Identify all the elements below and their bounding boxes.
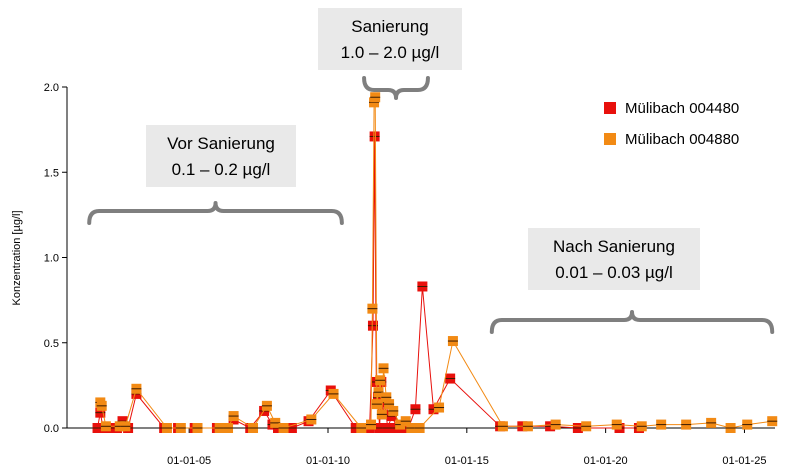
annotation-title: Nach Sanierung [553,237,675,256]
y-tick-label: 0.0 [44,423,59,435]
annotation-brace [362,76,430,100]
annotations-layer: Vor Sanierung 0.1 – 0.2 µg/l Sanierung 1.0 … [87,8,775,334]
x-tick-label: 01-01-25 [722,455,766,467]
annotation-title: Sanierung [351,17,429,36]
x-tick-label: 01-01-15 [445,455,489,467]
legend-swatch-004480 [604,102,616,114]
series-layer [92,92,778,433]
annotation-box [318,8,462,70]
x-ticks: 01-01-05 01-01-10 01-01-15 01-01-20 01-01-25 [167,428,766,467]
annotation-brace [87,201,344,225]
annotation-brace [489,310,775,334]
y-tick-label: 0.5 [44,338,59,350]
plot-area: 0.0 0.5 1.0 1.5 2.0 01-01-05 01-01-10 01-01-15… [11,8,778,467]
annotation-2: Sanierung 1.0 – 2.0 µg/l [318,8,462,100]
annotation-box [528,228,700,290]
annotation-title: Vor Sanierung [167,134,275,153]
legend-label-004880: Mülibach 004880 [625,131,739,148]
y-axis-label: Konzentration [µg/l] [11,210,23,305]
legend-swatch-004880 [604,133,616,145]
annotation-1: Vor Sanierung 0.1 – 0.2 µg/l [87,125,344,225]
annotation-box [146,125,296,187]
y-ticks: 0.0 0.5 1.0 1.5 2.0 [44,82,67,435]
y-tick-label: 1.5 [44,167,59,179]
legend: Mülibach 004480 Mülibach 004880 [604,100,739,148]
annotation-range: 1.0 – 2.0 µg/l [341,43,440,62]
annotation-range: 0.1 – 0.2 µg/l [172,160,271,179]
annotation-range: 0.01 – 0.03 µg/l [555,263,673,282]
x-tick-label: 01-01-10 [306,455,350,467]
x-tick-label: 01-01-20 [584,455,628,467]
y-tick-label: 2.0 [44,82,59,94]
annotation-3: Nach Sanierung 0.01 – 0.03 µg/l [489,228,775,334]
series-004880 [95,92,778,433]
y-tick-label: 1.0 [44,253,59,265]
legend-label-004480: Mülibach 004480 [625,100,739,117]
x-tick-label: 01-01-05 [167,455,211,467]
